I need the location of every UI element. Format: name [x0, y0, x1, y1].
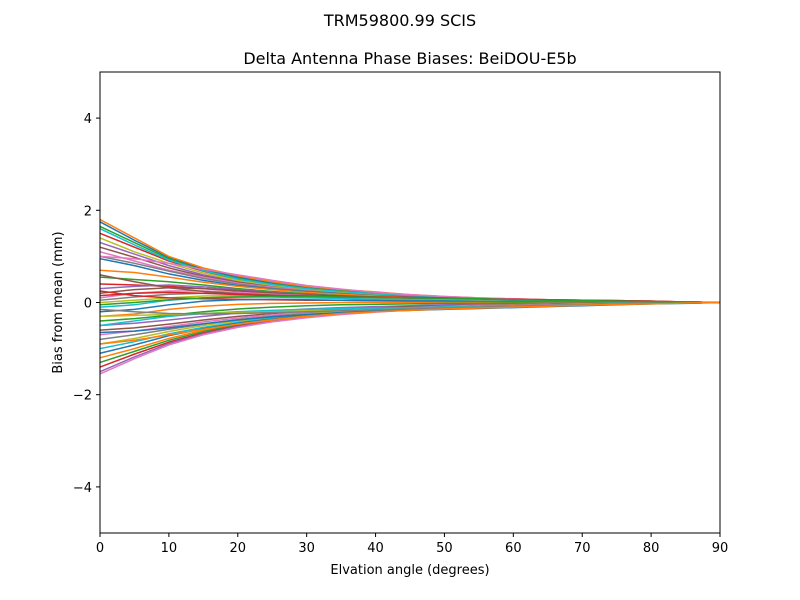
y-tick-label: 0: [84, 297, 92, 312]
x-tick-label: 70: [574, 541, 591, 556]
y-axis-label: Bias from mean (mm): [51, 231, 66, 373]
x-tick-label: 90: [712, 541, 729, 556]
plot-lines: [99, 218, 721, 375]
x-tick-label: 60: [505, 541, 522, 556]
y-tick-label: 4: [84, 112, 92, 127]
plot-frame: [99, 71, 721, 534]
y-tick-label: −4: [73, 481, 92, 496]
x-tick-label: 0: [96, 541, 104, 556]
y-tick-label: 2: [84, 204, 92, 219]
series-line-44: [99, 301, 721, 345]
x-tick-label: 30: [298, 541, 315, 556]
x-tick-label: 10: [161, 541, 178, 556]
y-axis-ticks: −4 −2 0 2 4: [73, 112, 100, 496]
series-line-42: [99, 295, 721, 306]
figure-suptitle: TRM59800.99 SCIS: [323, 11, 476, 30]
chart-title: Delta Antenna Phase Biases: BeiDOU-E5b: [243, 49, 576, 68]
x-axis-ticks: 0 10 20 30 40 50 60 70 80 90: [96, 533, 728, 556]
x-tick-label: 80: [643, 541, 660, 556]
x-axis-label: Elvation angle (degrees): [330, 563, 489, 578]
x-tick-label: 40: [367, 541, 384, 556]
y-tick-label: −2: [73, 389, 92, 404]
x-tick-label: 50: [436, 541, 453, 556]
x-tick-label: 20: [230, 541, 247, 556]
